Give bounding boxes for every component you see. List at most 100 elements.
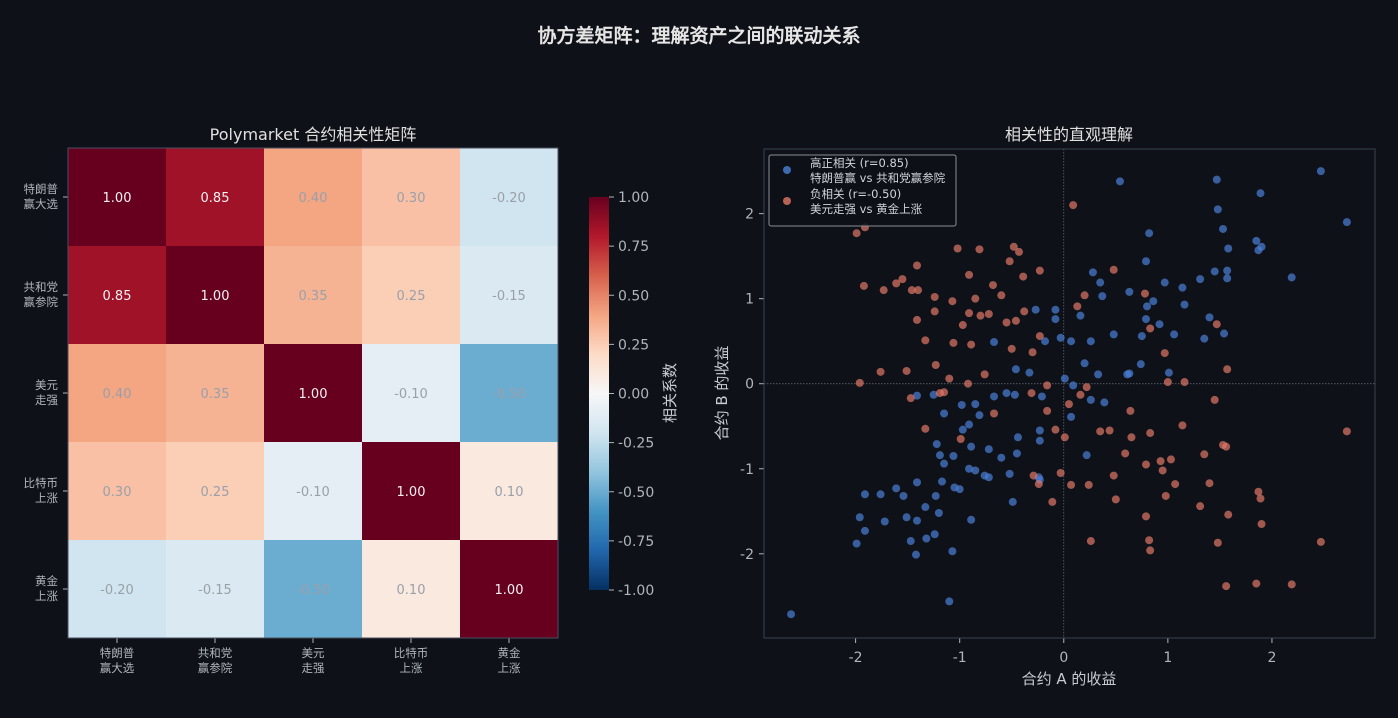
heatmap-cell-label: 0.85	[103, 289, 132, 304]
heatmap-cell	[362, 148, 460, 246]
point-negative	[1256, 494, 1265, 503]
point-positive	[1086, 337, 1095, 346]
point-positive	[975, 411, 984, 420]
point-positive	[958, 425, 967, 434]
heatmap-cell-label: -0.20	[100, 583, 134, 598]
point-positive	[948, 547, 957, 556]
point-positive	[1086, 395, 1095, 404]
x-tick-label: -2	[849, 650, 863, 666]
heatmap-cell-label: -0.15	[492, 289, 526, 304]
point-negative	[930, 307, 939, 316]
heatmap-cell-label: -0.10	[296, 485, 330, 500]
point-negative	[1015, 247, 1024, 256]
point-negative	[1210, 395, 1219, 404]
point-positive	[1180, 300, 1189, 309]
point-negative	[1146, 324, 1155, 333]
heatmap-cell-label: -0.20	[492, 191, 526, 206]
x-axis-label: 合约 A 的收益	[1022, 670, 1117, 688]
point-positive	[1142, 257, 1151, 266]
heatmap-cell	[166, 344, 264, 442]
point-negative	[965, 309, 974, 318]
heatmap-cell	[264, 442, 362, 540]
point-negative	[945, 374, 954, 383]
point-negative	[1142, 460, 1151, 469]
point-positive	[1088, 268, 1097, 277]
heatmap-cell-label: -0.50	[296, 583, 330, 598]
point-positive	[967, 515, 976, 524]
point-negative	[1178, 421, 1187, 430]
heatmap-cell	[362, 442, 460, 540]
point-positive	[1051, 315, 1060, 324]
row-label: 比特币	[24, 476, 59, 490]
legend-label-negative-line2: 美元走强 vs 黄金上涨	[810, 202, 923, 216]
point-positive	[1223, 266, 1232, 275]
point-negative	[1171, 480, 1180, 489]
point-negative	[1213, 538, 1222, 547]
point-negative	[990, 409, 999, 418]
heatmap-cell	[68, 540, 166, 638]
scatter-frame	[763, 148, 1376, 639]
point-positive	[932, 440, 941, 449]
point-positive	[1008, 497, 1017, 506]
point-negative	[1140, 289, 1149, 298]
point-negative	[976, 311, 985, 320]
point-positive	[876, 490, 885, 499]
heatmap-frame	[67, 147, 559, 639]
point-positive	[1287, 273, 1296, 282]
point-negative	[965, 270, 974, 279]
point-positive	[945, 597, 954, 606]
point-positive	[1145, 229, 1154, 238]
point-negative	[1342, 427, 1351, 436]
col-label: 走强	[302, 661, 325, 675]
point-negative	[1035, 266, 1044, 275]
point-negative	[1161, 491, 1170, 500]
point-negative	[1056, 469, 1065, 478]
point-negative	[1035, 332, 1044, 341]
row-label: 赢大选	[24, 197, 59, 211]
point-negative	[958, 321, 967, 330]
point-positive	[1094, 370, 1103, 379]
point-positive	[1149, 297, 1158, 306]
point-negative	[1111, 495, 1120, 504]
point-negative	[902, 366, 911, 375]
legend: 高正相关 (r=0.85) 特朗普赢 vs 共和党赢参院 负相关 (r=-0.5…	[768, 154, 957, 227]
point-negative	[1196, 502, 1205, 511]
point-negative	[1051, 425, 1060, 434]
point-positive	[1056, 333, 1065, 342]
point-positive	[1035, 426, 1044, 435]
heatmap-cell-label: 1.00	[495, 583, 524, 598]
point-positive	[913, 391, 922, 400]
point-positive	[1125, 287, 1134, 296]
point-negative	[1027, 389, 1036, 398]
point-positive	[1069, 381, 1078, 390]
figure-title: 协方差矩阵：理解资产之间的联动关系	[537, 24, 860, 47]
point-positive	[1013, 433, 1022, 442]
point-positive	[965, 420, 974, 429]
point-positive	[1002, 389, 1011, 398]
point-negative	[1019, 272, 1028, 281]
point-positive	[1136, 360, 1145, 369]
point-negative	[1076, 390, 1085, 399]
point-positive	[1143, 302, 1152, 311]
point-positive	[921, 503, 930, 512]
point-positive	[1210, 267, 1219, 276]
heatmap-cell-label: -0.15	[198, 583, 232, 598]
point-negative	[1205, 479, 1214, 488]
point-negative	[1252, 579, 1261, 588]
point-negative	[1060, 433, 1069, 442]
heatmap-cell-label: 1.00	[103, 191, 132, 206]
point-positive	[855, 513, 864, 522]
row-label: 上涨	[35, 491, 58, 505]
col-label: 特朗普	[100, 646, 135, 660]
point-positive	[880, 517, 889, 526]
point-positive	[1220, 329, 1229, 338]
scatter-title: 相关性的直观理解	[1005, 125, 1133, 144]
colorbar-tick-label: 0.50	[618, 288, 649, 304]
point-negative	[913, 315, 922, 324]
point-positive	[1115, 177, 1124, 186]
point-negative	[1020, 307, 1029, 316]
row-label: 黄金	[35, 574, 58, 588]
point-positive	[984, 473, 993, 482]
point-positive	[1142, 315, 1151, 324]
